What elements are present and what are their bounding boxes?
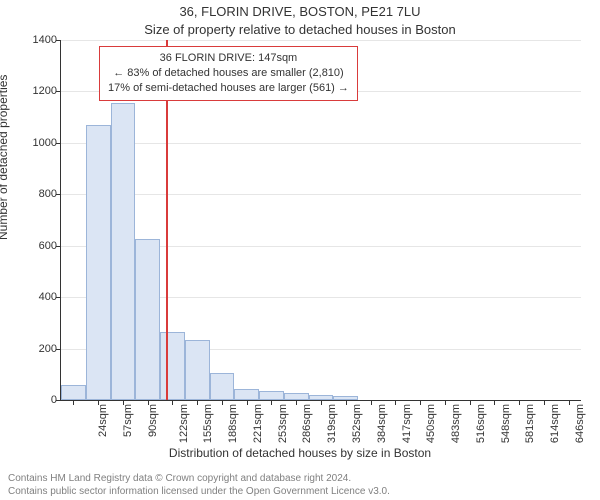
footer-line1: Contains HM Land Registry data © Crown c… xyxy=(8,472,592,485)
y-tick-label: 1000 xyxy=(33,137,57,149)
bar xyxy=(259,391,284,401)
bar xyxy=(185,340,210,400)
y-tick-label: 1400 xyxy=(33,34,57,46)
bar xyxy=(86,125,111,400)
x-tick-mark xyxy=(172,400,173,405)
x-tick-mark xyxy=(569,400,570,405)
x-tick-mark xyxy=(247,400,248,405)
y-tick-label: 0 xyxy=(51,394,57,406)
y-tick-label: 800 xyxy=(39,188,57,200)
grid-line xyxy=(61,40,581,41)
x-tick-mark xyxy=(519,400,520,405)
x-tick-mark xyxy=(395,400,396,405)
plot-area: 020040060080010001200140024sqm57sqm90sqm… xyxy=(60,40,581,401)
x-tick-label: 221sqm xyxy=(252,404,264,443)
x-tick-label: 155sqm xyxy=(203,404,215,443)
x-tick-mark xyxy=(544,400,545,405)
footer-attribution: Contains HM Land Registry data © Crown c… xyxy=(8,472,592,498)
x-tick-mark xyxy=(222,400,223,405)
x-tick-mark xyxy=(123,400,124,405)
annotation-line2: ← 83% of detached houses are smaller (2,… xyxy=(108,66,349,81)
bar xyxy=(61,385,86,400)
x-tick-mark xyxy=(296,400,297,405)
x-tick-label: 483sqm xyxy=(450,404,462,443)
x-tick-mark xyxy=(148,400,149,405)
x-tick-label: 286sqm xyxy=(302,404,314,443)
x-tick-label: 450sqm xyxy=(425,404,437,443)
annotation-box: 36 FLORIN DRIVE: 147sqm← 83% of detached… xyxy=(99,46,358,101)
x-tick-label: 614sqm xyxy=(549,404,561,443)
bar xyxy=(160,332,185,400)
x-tick-label: 90sqm xyxy=(147,404,159,437)
x-tick-mark xyxy=(470,400,471,405)
x-tick-mark xyxy=(346,400,347,405)
y-tick-label: 600 xyxy=(39,240,57,252)
annotation-line3: 17% of semi-detached houses are larger (… xyxy=(108,81,349,96)
x-tick-label: 384sqm xyxy=(376,404,388,443)
y-tick-label: 200 xyxy=(39,343,57,355)
x-tick-mark xyxy=(371,400,372,405)
x-tick-label: 319sqm xyxy=(326,404,338,443)
x-tick-mark xyxy=(494,400,495,405)
annotation-line1: 36 FLORIN DRIVE: 147sqm xyxy=(108,51,349,66)
x-tick-label: 646sqm xyxy=(574,404,586,443)
x-tick-mark xyxy=(420,400,421,405)
bar xyxy=(284,393,309,400)
x-axis-label: Distribution of detached houses by size … xyxy=(0,446,600,460)
x-tick-mark xyxy=(271,400,272,405)
chart-subtitle: Size of property relative to detached ho… xyxy=(0,22,600,37)
bar xyxy=(135,239,160,400)
bar xyxy=(111,103,136,400)
x-tick-mark xyxy=(445,400,446,405)
x-tick-label: 516sqm xyxy=(475,404,487,443)
x-tick-label: 352sqm xyxy=(351,404,363,443)
y-axis-label: Number of detached properties xyxy=(0,75,10,240)
footer-line2: Contains public sector information licen… xyxy=(8,485,592,498)
grid-line xyxy=(61,143,581,144)
x-tick-label: 24sqm xyxy=(97,404,109,437)
x-tick-mark xyxy=(98,400,99,405)
grid-line xyxy=(61,194,581,195)
x-tick-mark xyxy=(321,400,322,405)
chart-container: 36, FLORIN DRIVE, BOSTON, PE21 7LU Size … xyxy=(0,0,600,500)
y-tick-label: 400 xyxy=(39,291,57,303)
x-tick-label: 57sqm xyxy=(122,404,134,437)
y-tick-label: 1200 xyxy=(33,85,57,97)
x-tick-label: 548sqm xyxy=(500,404,512,443)
x-tick-label: 581sqm xyxy=(524,404,536,443)
x-tick-label: 253sqm xyxy=(277,404,289,443)
x-tick-label: 188sqm xyxy=(227,404,239,443)
x-tick-mark xyxy=(197,400,198,405)
x-tick-mark xyxy=(73,400,74,405)
x-tick-label: 417sqm xyxy=(401,404,413,443)
chart-title: 36, FLORIN DRIVE, BOSTON, PE21 7LU xyxy=(0,4,600,19)
x-tick-label: 122sqm xyxy=(178,404,190,443)
bar xyxy=(234,389,259,400)
bar xyxy=(210,373,235,401)
